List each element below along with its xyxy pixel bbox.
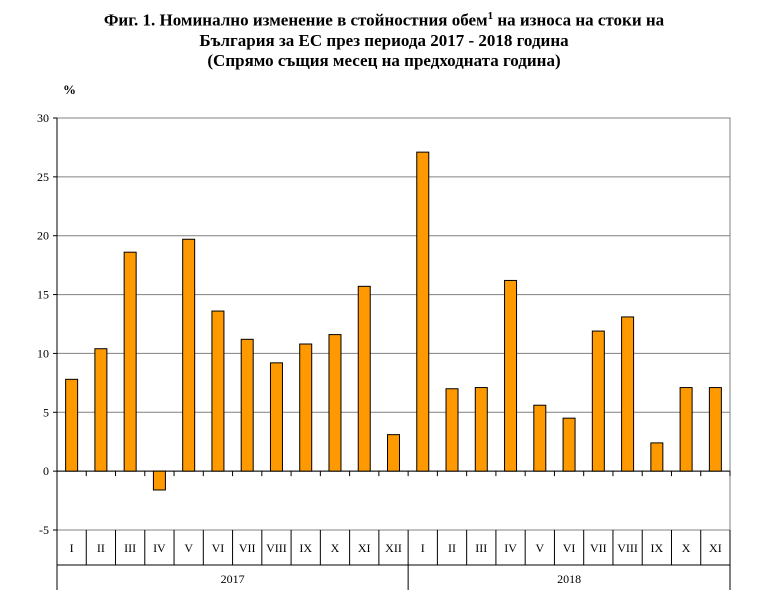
y-tick-label: 25 xyxy=(37,170,49,184)
x-tick-label: III xyxy=(124,541,136,555)
x-tick-label: I xyxy=(421,541,425,555)
x-tick-label: XI xyxy=(709,541,722,555)
x-tick-label: XII xyxy=(385,541,402,555)
x-tick-label: VII xyxy=(590,541,607,555)
x-tick-label: VII xyxy=(239,541,256,555)
x-tick-label: VI xyxy=(212,541,225,555)
bar xyxy=(621,316,635,472)
x-tick-label: V xyxy=(184,541,193,555)
x-tick-label: IV xyxy=(504,541,517,555)
y-tick-label: 0 xyxy=(43,464,49,478)
bar xyxy=(299,343,313,472)
x-tick-label: IX xyxy=(651,541,664,555)
x-tick-label: II xyxy=(448,541,456,555)
y-tick-label: 20 xyxy=(37,229,49,243)
x-tick-label: X xyxy=(682,541,691,555)
bar xyxy=(182,238,196,472)
bar xyxy=(328,334,342,472)
bar xyxy=(708,387,722,472)
x-tick-label: XI xyxy=(358,541,371,555)
bar xyxy=(240,338,254,472)
bar xyxy=(562,417,576,472)
title-footnote-mark: 1 xyxy=(487,10,494,22)
x-tick-label: VI xyxy=(563,541,576,555)
x-tick-label: VIII xyxy=(617,541,638,555)
bar xyxy=(474,387,488,472)
bar xyxy=(94,348,108,472)
bar xyxy=(504,279,518,472)
y-tick-label: 10 xyxy=(37,346,49,360)
bar xyxy=(533,404,547,472)
bar xyxy=(65,378,79,472)
bar xyxy=(416,151,430,472)
bar xyxy=(445,388,459,472)
chart-title: Фиг. 1. Номинално изменение в стойностни… xyxy=(0,6,768,71)
bar xyxy=(387,434,400,472)
bar xyxy=(269,362,283,472)
bar xyxy=(650,442,664,472)
x-tick-label: X xyxy=(331,541,340,555)
title-line-1: Фиг. 1. Номинално изменение в стойностни… xyxy=(103,10,488,30)
y-axis-unit: % xyxy=(63,82,76,97)
x-tick-label: III xyxy=(475,541,487,555)
bar xyxy=(679,387,693,472)
y-tick-label: 30 xyxy=(37,111,49,125)
bar xyxy=(357,285,371,472)
x-tick-label: II xyxy=(97,541,105,555)
title-line-2: България за ЕС през периода 2017 - 2018 … xyxy=(199,30,569,50)
x-tick-label: IV xyxy=(153,541,166,555)
bar xyxy=(211,310,225,472)
title-line-1-end: на износа на стоки на xyxy=(493,10,665,30)
x-tick-label: IX xyxy=(299,541,312,555)
group-label: 2017 xyxy=(221,572,245,586)
bar xyxy=(123,251,137,472)
x-tick-label: I xyxy=(70,541,74,555)
x-tick-label: VIII xyxy=(266,541,287,555)
x-tick-label: V xyxy=(535,541,544,555)
title-line-3: (Спрямо същия месец на предходната годин… xyxy=(207,50,561,70)
y-tick-label: 5 xyxy=(43,405,49,419)
group-label: 2018 xyxy=(557,572,581,586)
y-tick-label: 15 xyxy=(37,288,49,302)
bar xyxy=(152,470,166,491)
bar xyxy=(591,330,605,472)
y-tick-label: -5 xyxy=(39,523,49,537)
